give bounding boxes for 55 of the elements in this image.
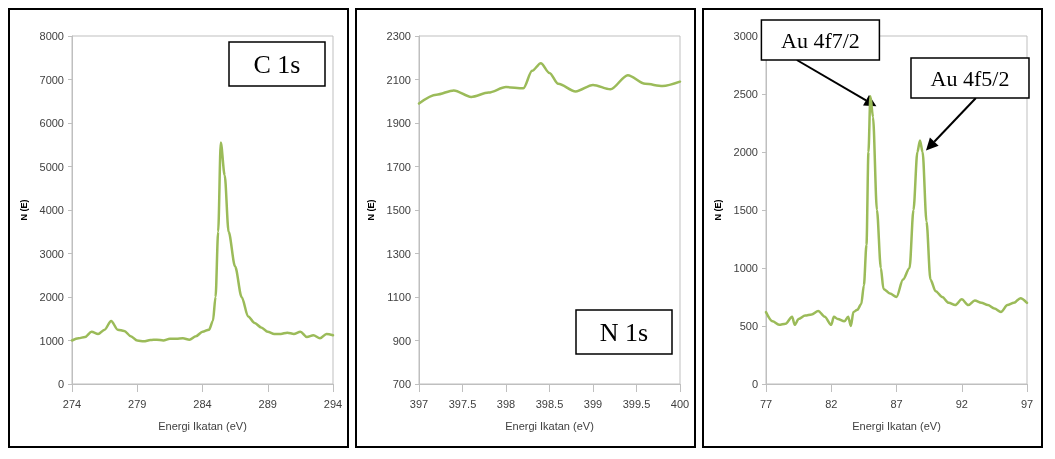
y-tick-label: 2300: [386, 30, 411, 42]
x-axis-title: Energi Ikatan (eV): [505, 419, 594, 432]
x-tick-label: 274: [62, 397, 82, 410]
y-tick-label: 1000: [733, 262, 758, 274]
y-tick-label: 2000: [733, 146, 758, 158]
y-tick-label: 8000: [39, 30, 64, 42]
y-tick-label: 0: [57, 378, 64, 390]
y-tick-label: 700: [392, 378, 411, 390]
x-tick-label: 87: [890, 397, 903, 410]
annotation: N 1s: [599, 317, 649, 347]
x-tick-label: 92: [955, 397, 968, 410]
y-tick-label: 1300: [386, 247, 411, 260]
x-tick-label: 397.5: [448, 397, 477, 410]
x-tick-label: 279: [128, 397, 147, 410]
y-tick-label: 7000: [39, 73, 64, 86]
x-tick-label: 284: [193, 397, 212, 410]
y-tick-label: 3000: [39, 247, 64, 260]
x-tick-label: 400: [670, 397, 690, 410]
y-tick-label: 0: [751, 378, 758, 390]
line-series: [417, 61, 682, 105]
x-axis-title: Energi Ikatan (eV): [158, 419, 247, 432]
annotation: Au 4f5/2: [930, 65, 1010, 91]
y-tick-label: 500: [739, 320, 758, 332]
line-series: [70, 141, 335, 343]
y-tick-label: 900: [392, 334, 411, 347]
x-tick-label: 294: [323, 397, 343, 410]
y-tick-label: 1500: [386, 204, 411, 216]
x-tick-label: 399.5: [622, 397, 651, 410]
y-tick-label: 2100: [386, 73, 411, 86]
y-tick-label: 1700: [386, 160, 411, 173]
x-tick-label: 97: [1020, 397, 1034, 410]
y-tick-label: 1500: [733, 204, 758, 216]
x-tick-label: 82: [825, 397, 838, 410]
x-tick-label: 398: [496, 397, 516, 410]
y-axis-title: N (E): [712, 199, 723, 221]
y-axis-title: N (E): [18, 199, 29, 221]
x-axis-title: Energi Ikatan (eV): [852, 419, 941, 432]
x-tick-label: 399: [583, 397, 603, 410]
y-tick-label: 5000: [39, 160, 64, 173]
y-tick-label: 6000: [39, 117, 64, 129]
y-tick-label: 4000: [39, 204, 64, 216]
x-tick-label: 397: [409, 397, 429, 410]
y-tick-label: 2500: [733, 88, 758, 100]
y-tick-label: 1900: [386, 117, 411, 129]
line-series: [764, 95, 1029, 328]
x-tick-label: 398.5: [535, 397, 564, 410]
annotation: C 1s: [253, 49, 301, 79]
annotation: Au 4f7/2: [780, 27, 860, 53]
x-tick-label: 77: [759, 397, 773, 410]
y-tick-label: 1000: [39, 334, 64, 347]
x-tick-label: 289: [258, 397, 277, 410]
y-tick-label: 1100: [387, 291, 411, 303]
y-tick-label: 3000: [733, 30, 758, 42]
y-axis-title: N (E): [365, 199, 376, 221]
y-tick-label: 2000: [39, 291, 64, 303]
